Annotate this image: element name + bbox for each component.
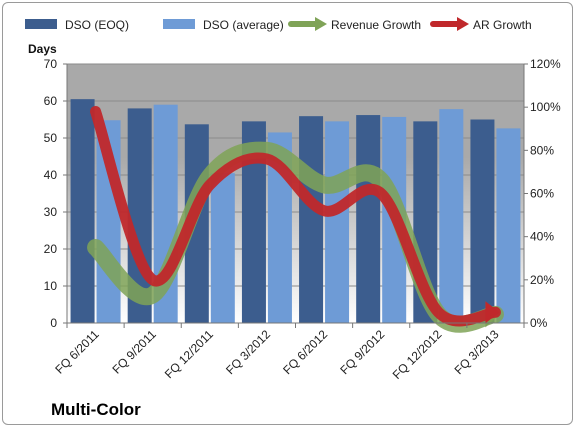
legend-swatch-dso-eoq [25,19,57,29]
y-axis-title: Days [28,42,57,56]
y2-tick-label: 100% [530,100,561,114]
y2-tick-label: 40% [530,230,554,244]
arrowhead-ar-growth [485,301,500,324]
x-tick-label: FQ 6/2012 [280,327,330,377]
x-tick-label: FQ 3/2012 [223,327,273,377]
y2-tick-label: 60% [530,187,554,201]
legend-label-ar-growth: AR Growth [473,18,532,32]
y2-tick-label: 120% [530,57,561,71]
x-tick-label: FQ 3/2013 [452,327,502,377]
line-ar-growth [90,105,501,327]
x-tick-label: FQ 12/2011 [162,327,216,381]
y2-tick-label: 20% [530,273,554,287]
legend-arrow-revenue-growth [315,17,327,31]
growth-lines [87,105,504,333]
x-tick-label: FQ 12/2012 [390,327,445,382]
x-tick-label: FQ 9/2012 [337,327,387,377]
chart-caption: Multi-Color [51,400,141,419]
bar-dso-eoq [70,99,95,324]
bar-dso-eoq [299,116,324,323]
legend-arrow-ar-growth [457,17,469,31]
legend: DSO (EOQ) DSO (average) Revenue Growth AR G… [25,17,532,32]
y-tick-label: 60 [44,94,58,108]
x-tick-label: FQ 6/2011 [52,327,102,377]
chart-svg: DSO (EOQ) DSO (average) Revenue Growth AR G… [25,17,561,419]
bar-dso-average [439,109,464,323]
bar-dso-average [325,121,350,323]
legend-label-dso-average: DSO (average) [203,18,284,32]
y-tick-label: 30 [44,205,58,219]
y-tick-label: 50 [44,131,58,145]
x-tick-label: FQ 9/2011 [109,327,159,377]
legend-label-dso-eoq: DSO (EOQ) [65,18,129,32]
bar-dso-average [210,173,235,323]
y-tick-label: 20 [44,242,58,256]
y2-tick-label: 0% [530,316,548,330]
y-tick-label: 40 [44,168,58,182]
legend-label-revenue-growth: Revenue Growth [331,18,421,32]
legend-swatch-dso-average [163,19,195,29]
bar-dso-eoq [356,115,381,323]
y2-tick-label: 80% [530,143,554,157]
y-tick-label: 0 [50,316,57,330]
bars [70,99,521,324]
y-tick-label: 10 [44,279,58,293]
bar-dso-eoq [470,119,495,323]
y-tick-label: 70 [44,57,58,71]
bar-dso-average [496,128,521,323]
